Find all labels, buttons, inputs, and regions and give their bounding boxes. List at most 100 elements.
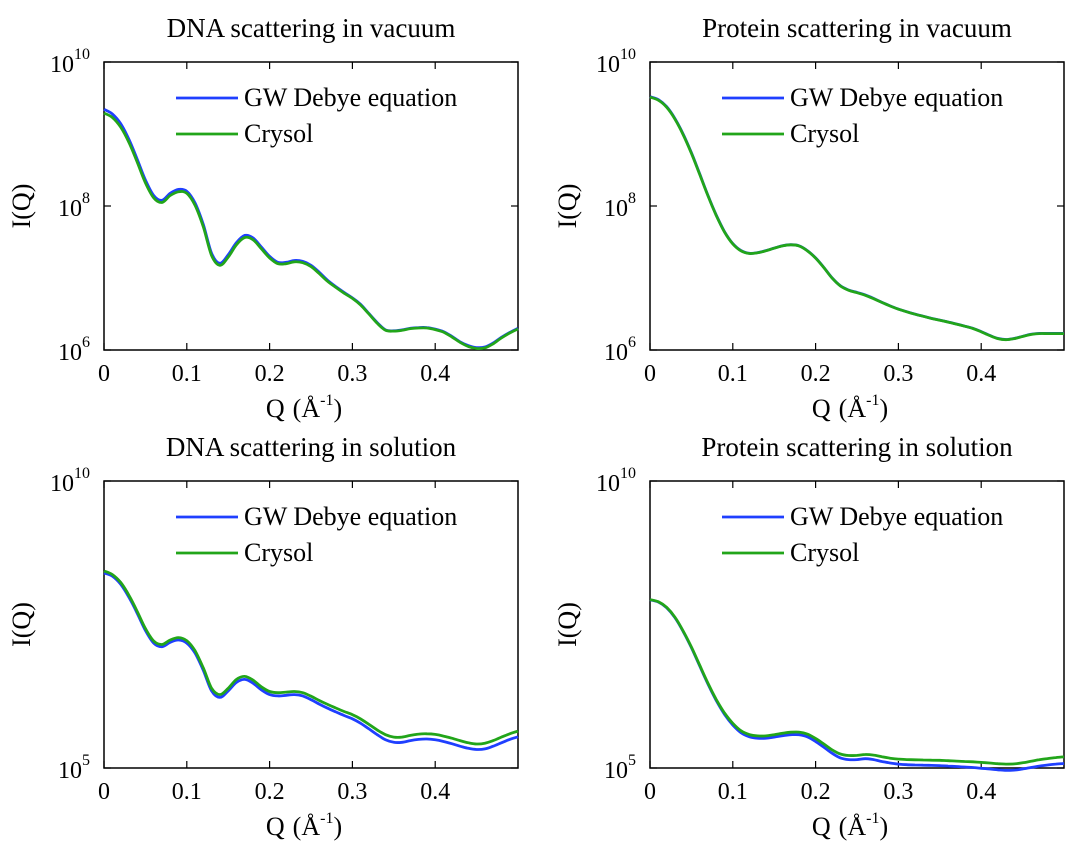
y-tick-base: 10 [604,758,628,784]
y-tick-exponent: 6 [82,334,90,351]
series-line-crysol [103,111,519,351]
plot-area [103,480,519,769]
y-tick-label: 1010 [50,46,90,78]
x-tick-label: 0.3 [883,779,913,805]
y-tick-base: 10 [596,471,620,497]
x-axis-paren-close: ) [333,812,342,841]
x-tick-label: 0.4 [966,779,996,805]
x-axis-paren-open: ( [839,812,848,841]
x-axis-label: Q (Å-1) [812,392,888,423]
x-tick-label: 0.1 [172,361,202,387]
x-axis-unit: Å [847,394,866,423]
legend-label: Crysol [244,538,313,567]
x-tick-label: 0.3 [337,361,367,387]
x-axis-paren-open: ( [839,394,848,423]
legend-label: GW Debye equation [244,83,457,112]
y-tick-base: 10 [604,196,628,222]
x-tick-label: 0.2 [255,779,285,805]
x-tick-label: 0.3 [883,361,913,387]
y-tick-label: 106 [604,334,636,366]
x-axis-label: Q (Å-1) [266,810,342,841]
legend-label: GW Debye equation [790,502,1003,531]
y-tick-exponent: 10 [74,46,90,63]
x-tick-label: 0.2 [801,361,831,387]
x-axis-unit: Å [847,812,866,841]
y-tick-base: 10 [596,52,620,78]
x-tick-label: 0.4 [966,361,996,387]
legend: GW Debye equation Crysol [176,83,457,148]
series-line-gw-debye [103,571,519,751]
x-axis-paren-open: ( [293,812,302,841]
y-tick-base: 10 [58,196,82,222]
x-axis-quantity: Q [266,812,285,841]
chart-title: DNA scattering in solution [166,432,457,462]
x-tick-label: 0.2 [255,361,285,387]
legend-label: GW Debye equation [790,83,1003,112]
x-axis-paren-close: ) [879,394,888,423]
series-line-crysol [649,598,1065,766]
y-tick-label: 105 [58,752,90,784]
y-axis-label: I(Q) [7,184,36,229]
plot-area [103,61,519,351]
y-tick-label: 1010 [596,46,636,78]
x-axis-paren-open: ( [293,394,302,423]
y-tick-label: 1010 [596,465,636,497]
chart-title: Protein scattering in vacuum [702,13,1012,43]
x-tick-label: 0.1 [718,779,748,805]
x-axis-paren-close: ) [879,812,888,841]
y-axis-label: I(Q) [553,184,582,229]
x-axis-quantity: Q [266,394,285,423]
x-tick-label: 0 [98,779,110,805]
x-axis-label: Q (Å-1) [812,810,888,841]
y-tick-base: 10 [50,471,74,497]
y-tick-exponent: 8 [628,190,636,207]
y-tick-base: 10 [58,340,82,366]
chart-panel-2: Protein scattering in vacuum 0 0.1 0.2 0.3 0.… [553,13,1065,423]
x-tick-label: 0.4 [420,361,450,387]
legend: GW Debye equation Crysol [176,502,457,567]
legend-label: GW Debye equation [244,502,457,531]
x-axis-unit: Å [301,812,320,841]
legend-label: Crysol [244,119,313,148]
y-tick-label: 108 [604,190,636,222]
series-line-crysol [103,569,519,746]
series-line-crysol [649,95,1064,342]
y-tick-exponent: 10 [620,46,636,63]
x-tick-label: 0.3 [337,779,367,805]
x-tick-label: 0 [644,779,656,805]
x-tick-label: 0.1 [172,779,202,805]
legend: GW Debye equation Crysol [722,502,1003,567]
y-tick-exponent: 6 [628,334,636,351]
plot-area [649,61,1065,351]
y-tick-exponent: 8 [82,190,90,207]
y-tick-base: 10 [604,340,628,366]
x-axis-quantity: Q [812,812,831,841]
y-axis-label: I(Q) [553,602,582,647]
x-axis-unit-exponent: -1 [320,392,333,409]
x-axis-quantity: Q [812,394,831,423]
x-axis-label: Q (Å-1) [266,392,342,423]
x-tick-label: 0.1 [718,361,748,387]
y-tick-label: 106 [58,334,90,366]
chart-title: DNA scattering in vacuum [167,13,456,43]
chart-title: Protein scattering in solution [701,432,1013,462]
legend: GW Debye equation Crysol [722,83,1003,148]
x-axis-unit-exponent: -1 [866,810,879,827]
x-axis-unit-exponent: -1 [320,810,333,827]
y-tick-exponent: 10 [620,465,636,482]
x-axis-unit-exponent: -1 [866,392,879,409]
plot-area [649,480,1065,769]
x-axis-paren-close: ) [333,394,342,423]
y-tick-exponent: 5 [82,752,90,769]
x-axis-unit: Å [301,394,320,423]
y-tick-label: 1010 [50,465,90,497]
x-tick-label: 0.2 [801,779,831,805]
legend-label: Crysol [790,538,859,567]
x-tick-label: 0.4 [420,779,450,805]
y-tick-exponent: 5 [628,752,636,769]
y-tick-base: 10 [58,758,82,784]
chart-panel-3: DNA scattering in solution 0 0.1 0.2 0.3 0.4 1… [7,432,519,841]
x-tick-label: 0 [644,361,656,387]
